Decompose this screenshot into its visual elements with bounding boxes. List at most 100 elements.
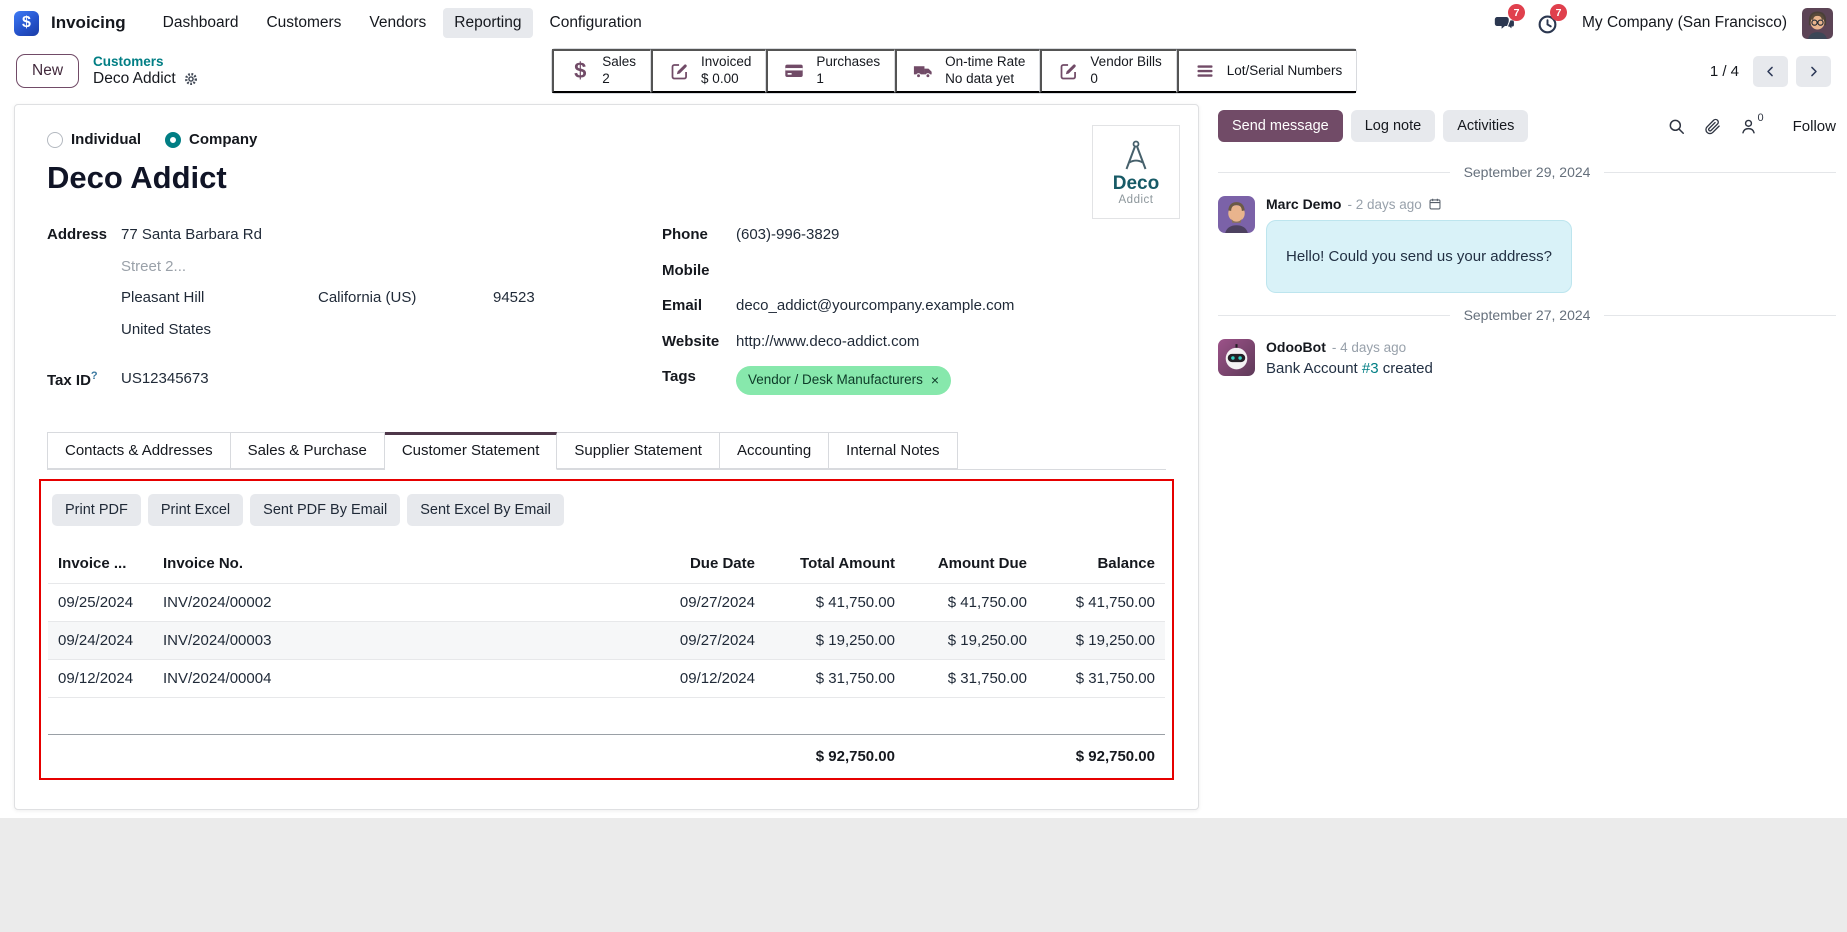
- pager-previous-button[interactable]: [1753, 55, 1788, 87]
- page-title[interactable]: Deco Addict: [47, 160, 227, 195]
- stat-button-invoiced[interactable]: Invoiced $ 0.00: [651, 49, 767, 93]
- chat-bubbles-icon: [1495, 17, 1516, 31]
- gear-icon[interactable]: [183, 71, 199, 87]
- street2-field[interactable]: Street 2...: [121, 257, 187, 275]
- country-field[interactable]: United States: [121, 320, 212, 338]
- tab-contacts-addresses[interactable]: Contacts & Addresses: [47, 432, 231, 469]
- company-logo-image[interactable]: Deco Addict: [1092, 125, 1180, 219]
- tags-label: Tags: [662, 368, 696, 385]
- stat-value: No data yet: [945, 71, 1015, 86]
- stat-label: On-time Rate: [945, 54, 1026, 70]
- help-icon[interactable]: ?: [90, 370, 98, 382]
- radio-company[interactable]: Company: [165, 131, 257, 148]
- cell-invoice-date: 09/25/2024: [48, 583, 153, 622]
- phone-field[interactable]: (603)-996-3829: [736, 226, 840, 243]
- table-header-row: Invoice ... Invoice No. Due Date Total A…: [48, 544, 1165, 584]
- partner-form: Individual Company Deco Addict Deco Addi…: [14, 104, 1199, 810]
- nav-item-dashboard[interactable]: Dashboard: [162, 14, 239, 31]
- email-field[interactable]: deco_addict@yourcompany.example.com: [736, 297, 1015, 314]
- message-author[interactable]: OdooBot: [1266, 339, 1326, 355]
- cell-balance: $ 31,750.00: [1037, 659, 1165, 698]
- column-invoice-no[interactable]: Invoice No.: [163, 555, 244, 572]
- company-switcher[interactable]: My Company (San Francisco): [1581, 14, 1787, 31]
- message-author[interactable]: Marc Demo: [1266, 196, 1342, 212]
- website-field[interactable]: http://www.deco-addict.com: [736, 332, 920, 350]
- pager-next-button[interactable]: [1796, 55, 1831, 87]
- edit-pencil-icon: [667, 61, 691, 82]
- tab-supplier-statement[interactable]: Supplier Statement: [557, 432, 720, 469]
- sent-excel-by-email-button[interactable]: Sent Excel By Email: [407, 494, 564, 526]
- bank-account-link[interactable]: #3: [1361, 360, 1379, 377]
- cell-total-amount: $ 19,250.00: [765, 621, 905, 660]
- activities-icon[interactable]: 7: [1534, 4, 1567, 35]
- followers-icon[interactable]: 0: [1739, 112, 1764, 136]
- nav-item-customers[interactable]: Customers: [266, 14, 342, 31]
- stat-button-vendor-bills[interactable]: Vendor Bills 0: [1040, 49, 1177, 93]
- zip-field[interactable]: 94523: [493, 289, 535, 306]
- follow-button[interactable]: Follow: [1792, 117, 1836, 135]
- tab-internal-notes[interactable]: Internal Notes: [829, 432, 958, 469]
- table-row[interactable]: 09/24/2024 INV/2024/00003 09/27/2024 $ 1…: [48, 621, 1165, 660]
- cell-invoice-no: INV/2024/00004: [153, 659, 635, 698]
- cell-invoice-date: 09/24/2024: [48, 621, 153, 660]
- mobile-label: Mobile: [662, 261, 710, 279]
- activities-badge: 7: [1549, 4, 1567, 21]
- cell-balance: $ 41,750.00: [1037, 583, 1165, 622]
- radio-circle-icon: [47, 131, 63, 148]
- activities-button[interactable]: Activities: [1443, 110, 1529, 142]
- tracking-note: Bank Account #3 created: [1266, 360, 1433, 377]
- column-amount-due[interactable]: Amount Due: [937, 555, 1027, 572]
- user-avatar[interactable]: [1802, 7, 1833, 39]
- chevron-left-icon: [1767, 66, 1773, 76]
- balance-sum: $ 92,750.00: [1037, 734, 1165, 778]
- nav-item-reporting[interactable]: Reporting: [443, 8, 533, 38]
- calendar-icon[interactable]: [1428, 197, 1442, 211]
- column-invoice-date[interactable]: Invoice ...: [58, 555, 127, 572]
- nav-item-vendors[interactable]: Vendors: [369, 14, 427, 31]
- tax-id-field[interactable]: US12345673: [121, 370, 209, 387]
- state-field[interactable]: California (US): [318, 289, 417, 306]
- list-icon: [1193, 61, 1217, 81]
- date-divider-label: September 27, 2024: [1463, 307, 1591, 323]
- stat-button-sales[interactable]: $ Sales 2: [552, 49, 652, 93]
- stat-button-ontime-rate[interactable]: On-time Rate No data yet: [895, 49, 1041, 93]
- truck-icon: [911, 60, 935, 83]
- log-note-button[interactable]: Log note: [1350, 110, 1436, 142]
- new-button[interactable]: New: [16, 54, 80, 88]
- attachment-paperclip-icon[interactable]: [1703, 117, 1722, 136]
- print-excel-button[interactable]: Print Excel: [147, 494, 244, 526]
- search-messages-icon[interactable]: [1667, 117, 1686, 136]
- breadcrumb: Customers Deco Addict: [93, 54, 199, 89]
- app-name[interactable]: Invoicing: [51, 13, 126, 32]
- breadcrumb-current-record: Deco Addict: [93, 69, 176, 87]
- tab-customer-statement[interactable]: Customer Statement: [384, 432, 558, 470]
- sent-pdf-by-email-button[interactable]: Sent PDF By Email: [250, 494, 401, 526]
- column-balance[interactable]: Balance: [1097, 555, 1155, 572]
- company-type-radio-group: Individual Company: [47, 131, 1166, 148]
- tab-sales-purchase[interactable]: Sales & Purchase: [230, 432, 385, 469]
- stat-button-lot-serial-numbers[interactable]: Lot/Serial Numbers: [1176, 49, 1357, 93]
- tab-accounting[interactable]: Accounting: [719, 432, 830, 469]
- address-label: Address: [47, 226, 108, 243]
- street-field[interactable]: 77 Santa Barbara Rd: [121, 226, 262, 243]
- address-column: Address 77 Santa Barbara Rd Street 2... …: [47, 224, 632, 408]
- tag-vendor-desk-manufacturers[interactable]: Vendor / Desk Manufacturers ×: [736, 366, 952, 395]
- nav-item-configuration[interactable]: Configuration: [549, 14, 642, 31]
- stat-label: Invoiced: [701, 54, 752, 70]
- city-field[interactable]: Pleasant Hill: [121, 289, 205, 306]
- tag-remove-icon[interactable]: ×: [930, 372, 940, 388]
- breadcrumb-customers-link[interactable]: Customers: [93, 53, 164, 69]
- column-due-date[interactable]: Due Date: [689, 555, 755, 572]
- table-row[interactable]: 09/12/2024 INV/2024/00004 09/12/2024 $ 3…: [48, 659, 1165, 698]
- follower-count: 0: [1757, 111, 1764, 124]
- stat-button-purchases[interactable]: Purchases 1: [766, 49, 896, 93]
- radio-individual[interactable]: Individual: [47, 131, 141, 148]
- invoicing-app-icon[interactable]: $: [14, 10, 39, 36]
- messages-icon[interactable]: 7: [1492, 4, 1525, 35]
- message-bubble: Hello! Could you send us your address?: [1266, 220, 1572, 293]
- avatar-odoobot: [1218, 339, 1255, 376]
- table-row[interactable]: 09/25/2024 INV/2024/00002 09/27/2024 $ 4…: [48, 583, 1165, 622]
- print-pdf-button[interactable]: Print PDF: [52, 494, 141, 526]
- send-message-button[interactable]: Send message: [1218, 110, 1343, 142]
- column-total-amount[interactable]: Total Amount: [800, 555, 895, 572]
